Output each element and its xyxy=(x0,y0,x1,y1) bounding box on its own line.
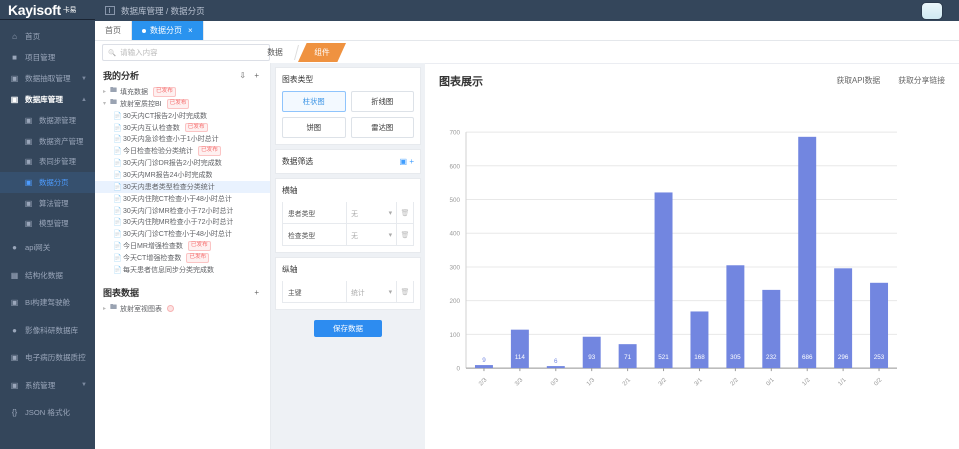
svg-text:93: 93 xyxy=(588,354,596,361)
svg-text:0/1: 0/1 xyxy=(766,377,777,388)
svg-text:521: 521 xyxy=(658,354,669,361)
svg-text:600: 600 xyxy=(449,163,460,170)
svg-text:0: 0 xyxy=(456,366,460,373)
svg-text:1/2: 1/2 xyxy=(801,377,812,388)
svg-text:71: 71 xyxy=(624,354,632,361)
svg-text:1/1: 1/1 xyxy=(837,377,848,388)
svg-text:700: 700 xyxy=(449,130,460,137)
svg-text:0/2: 0/2 xyxy=(873,377,884,388)
svg-text:2/1: 2/1 xyxy=(622,377,633,388)
svg-text:300: 300 xyxy=(449,264,460,271)
svg-text:296: 296 xyxy=(838,354,849,361)
svg-text:305: 305 xyxy=(730,354,741,361)
svg-text:253: 253 xyxy=(874,354,885,361)
svg-text:400: 400 xyxy=(449,231,460,238)
svg-text:2/2: 2/2 xyxy=(730,377,741,388)
svg-text:500: 500 xyxy=(449,197,460,204)
svg-text:3/1: 3/1 xyxy=(694,377,705,388)
svg-text:232: 232 xyxy=(766,354,777,361)
svg-text:0/3: 0/3 xyxy=(550,377,561,388)
svg-text:686: 686 xyxy=(802,354,813,361)
svg-text:114: 114 xyxy=(515,354,526,361)
svg-text:9: 9 xyxy=(482,357,486,364)
svg-text:1/3: 1/3 xyxy=(586,377,597,388)
svg-text:6: 6 xyxy=(554,358,558,365)
svg-text:3/3: 3/3 xyxy=(514,377,525,388)
svg-text:200: 200 xyxy=(449,298,460,305)
svg-text:100: 100 xyxy=(449,332,460,339)
svg-text:2/3: 2/3 xyxy=(478,377,489,388)
svg-text:168: 168 xyxy=(694,354,705,361)
svg-text:3/2: 3/2 xyxy=(658,377,669,388)
